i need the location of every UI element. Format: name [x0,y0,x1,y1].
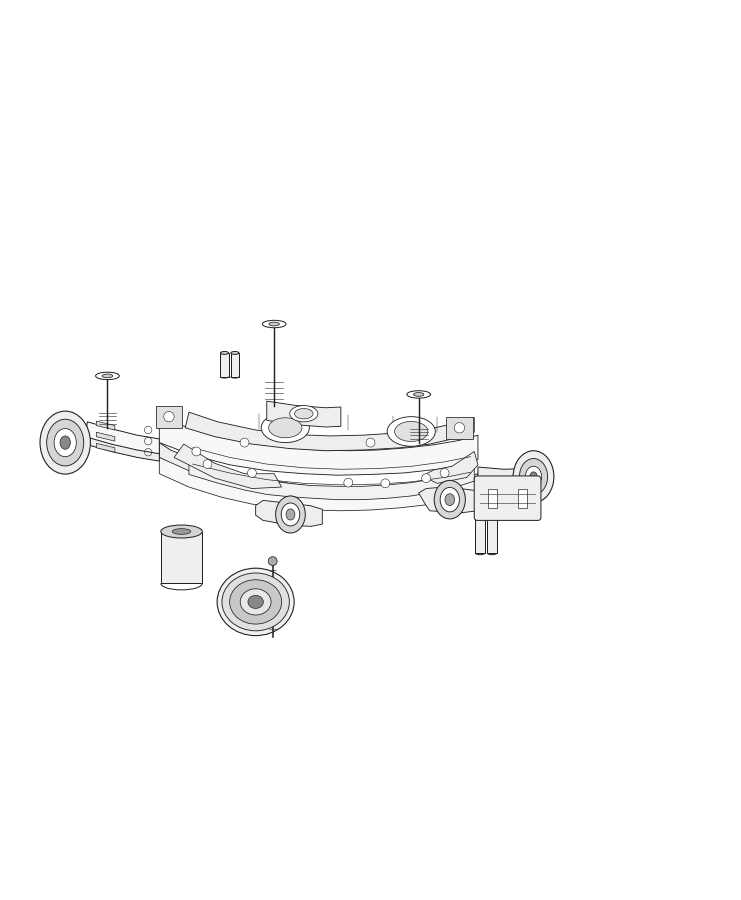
Bar [446,417,473,439]
Circle shape [192,447,201,456]
Ellipse shape [268,418,302,437]
Ellipse shape [407,391,431,398]
Ellipse shape [295,409,313,419]
Circle shape [454,423,465,433]
Bar [230,353,239,376]
Ellipse shape [513,451,554,502]
Polygon shape [256,500,322,526]
Polygon shape [96,444,115,452]
Ellipse shape [262,320,286,328]
Circle shape [247,469,256,477]
Bar [156,406,182,428]
Polygon shape [159,416,478,475]
Ellipse shape [290,406,318,422]
Ellipse shape [276,496,305,533]
Ellipse shape [476,516,485,519]
Bar [476,518,485,553]
Polygon shape [159,443,478,502]
Bar [519,489,528,508]
Polygon shape [189,460,474,500]
Ellipse shape [230,580,282,624]
Ellipse shape [217,568,294,635]
Ellipse shape [530,472,537,482]
Bar [221,353,228,376]
Polygon shape [419,487,478,513]
Ellipse shape [388,417,436,446]
Bar [488,489,497,508]
Ellipse shape [248,596,263,608]
Ellipse shape [282,503,299,526]
Bar [488,518,496,553]
Ellipse shape [525,466,542,487]
Ellipse shape [434,481,465,519]
Polygon shape [174,444,282,489]
Ellipse shape [54,428,76,456]
Circle shape [164,411,174,422]
Ellipse shape [286,508,295,520]
Polygon shape [96,432,115,441]
Ellipse shape [519,458,548,495]
Ellipse shape [445,494,454,506]
Circle shape [422,473,431,482]
Ellipse shape [262,413,310,443]
Circle shape [440,469,449,477]
Ellipse shape [60,436,70,449]
Polygon shape [267,401,341,427]
Polygon shape [422,452,478,483]
Ellipse shape [102,374,113,378]
Ellipse shape [221,352,228,355]
Polygon shape [159,457,478,511]
Ellipse shape [488,516,496,519]
Ellipse shape [40,411,90,474]
Polygon shape [478,467,526,486]
Polygon shape [85,422,159,454]
Ellipse shape [240,589,271,615]
Ellipse shape [230,352,239,355]
Circle shape [366,438,375,447]
Ellipse shape [222,573,289,631]
Ellipse shape [394,421,428,442]
Circle shape [203,460,212,469]
Ellipse shape [96,373,119,380]
FancyBboxPatch shape [474,476,541,520]
Circle shape [268,557,277,565]
Circle shape [381,479,390,488]
Ellipse shape [413,392,424,396]
Ellipse shape [269,322,279,326]
Ellipse shape [161,525,202,538]
Circle shape [240,438,249,447]
Polygon shape [185,412,474,451]
Polygon shape [85,433,159,461]
Polygon shape [96,421,115,430]
Bar [161,532,202,583]
Ellipse shape [440,488,459,512]
Ellipse shape [172,528,191,535]
Ellipse shape [47,419,84,466]
Circle shape [344,478,353,487]
